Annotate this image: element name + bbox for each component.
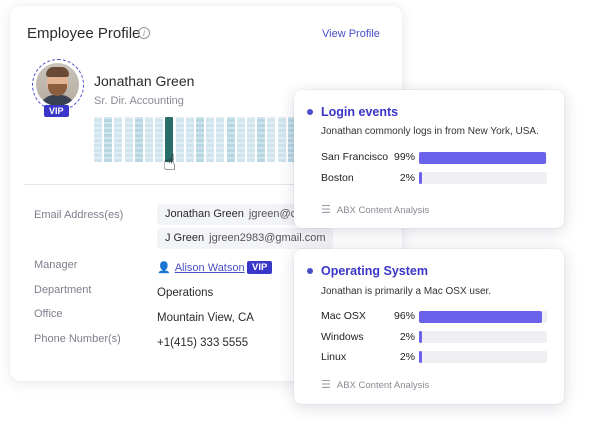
- panel-title: Operating System: [321, 264, 428, 278]
- phone-label: Phone Number(s): [34, 333, 121, 345]
- panel-description: Jonathan commonly logs in from New York,…: [321, 126, 539, 137]
- activity-bar[interactable]: [196, 117, 204, 162]
- office-value: Mountain View, CA: [157, 312, 254, 324]
- login-row-pct: 99%: [393, 151, 415, 163]
- bullet-dot-icon: [307, 109, 313, 115]
- activity-bar[interactable]: [277, 117, 286, 162]
- activity-bar[interactable]: [124, 117, 133, 162]
- activity-bar[interactable]: [104, 117, 113, 162]
- hand-pointer-icon: ☝: [163, 150, 177, 175]
- manager-link[interactable]: 👤 Alison Watson: [157, 261, 245, 274]
- os-row-label: Linux: [321, 351, 347, 363]
- employee-name: Jonathan Green: [94, 73, 195, 89]
- panel-description: Jonathan is primarily a Mac OSX user.: [321, 286, 492, 297]
- activity-bar[interactable]: [145, 117, 153, 162]
- os-row-label: Windows: [321, 331, 364, 343]
- os-row-fill: [419, 311, 542, 323]
- activity-bar[interactable]: [134, 117, 143, 162]
- activity-bar[interactable]: [114, 117, 123, 162]
- os-row-bar: [419, 331, 547, 343]
- login-row-pct: 2%: [399, 172, 415, 184]
- activity-bar[interactable]: [287, 117, 296, 162]
- email-chip-address: jgreen@co: [248, 208, 297, 220]
- vip-badge: VIP: [44, 105, 69, 117]
- department-value: Operations: [157, 287, 214, 299]
- os-row-pct: 96%: [393, 310, 415, 322]
- email-chip-name: J Green: [165, 232, 205, 244]
- activity-bar[interactable]: [216, 117, 225, 162]
- activity-bar[interactable]: [226, 117, 235, 162]
- panel-footer: ☰ ABX Content Analysis: [321, 378, 429, 391]
- login-row-bar: [419, 172, 547, 184]
- info-icon[interactable]: i: [138, 27, 150, 39]
- activity-bar[interactable]: [236, 117, 245, 162]
- activity-bar[interactable]: [165, 117, 174, 162]
- activity-bar[interactable]: [94, 117, 102, 162]
- login-row-label: Boston: [321, 172, 354, 184]
- email-chip-name: Jonathan Green: [165, 208, 244, 220]
- divider: [24, 184, 402, 185]
- layers-icon: ☰: [321, 379, 331, 391]
- email-chip-address: jgreen2983@gmail.com: [209, 232, 326, 244]
- office-label: Office: [34, 308, 63, 320]
- os-row-pct: 2%: [399, 351, 415, 363]
- activity-bar[interactable]: [267, 117, 276, 162]
- manager-label: Manager: [34, 259, 78, 271]
- bullet-dot-icon: [307, 268, 313, 274]
- manager-name: Alison Watson: [174, 262, 245, 274]
- footer-text: ABX Content Analysis: [336, 380, 430, 391]
- phone-value: +1(415) 333 5555: [157, 337, 249, 349]
- login-row-bar: [419, 152, 547, 164]
- login-row-fill: [419, 152, 546, 164]
- os-row-bar: [419, 311, 547, 323]
- avatar: [32, 59, 84, 111]
- os-row-label: Mac OSX: [321, 310, 366, 322]
- activity-bar[interactable]: [247, 117, 255, 162]
- login-row-label: San Francisco: [321, 151, 389, 163]
- panel-title: Login events: [321, 105, 399, 119]
- operating-system-panel: Operating System Jonathan is primarily a…: [294, 249, 564, 404]
- os-row-bar: [419, 351, 547, 363]
- os-row-fill: [419, 331, 422, 343]
- login-row-fill: [419, 172, 422, 184]
- os-row-fill: [419, 351, 422, 363]
- activity-bar[interactable]: [257, 117, 266, 162]
- avatar-photo: [36, 63, 79, 106]
- activity-bar[interactable]: [175, 117, 184, 162]
- os-row-pct: 2%: [399, 331, 415, 343]
- manager-vip-badge: VIP: [247, 261, 273, 274]
- employee-job-title: Sr. Dir. Accounting: [94, 95, 184, 107]
- department-label: Department: [34, 284, 92, 296]
- activity-bar[interactable]: [206, 117, 215, 162]
- layers-icon: ☰: [321, 204, 331, 216]
- login-events-panel: Login events Jonathan commonly logs in f…: [294, 90, 564, 228]
- panel-footer: ☰ ABX Content Analysis: [321, 203, 429, 216]
- activity-bar[interactable]: [155, 117, 164, 162]
- email-label: Email Address(es): [34, 209, 124, 221]
- card-title: Employee Profile: [27, 25, 141, 42]
- email-chip-primary[interactable]: Jonathan Green jgreen@co: [157, 204, 297, 225]
- email-chip-secondary[interactable]: J Green jgreen2983@gmail.com: [157, 228, 334, 249]
- view-profile-link[interactable]: View Profile: [322, 28, 380, 40]
- user-icon: 👤: [157, 262, 171, 274]
- activity-bar[interactable]: [185, 117, 194, 162]
- footer-text: ABX Content Analysis: [336, 205, 430, 216]
